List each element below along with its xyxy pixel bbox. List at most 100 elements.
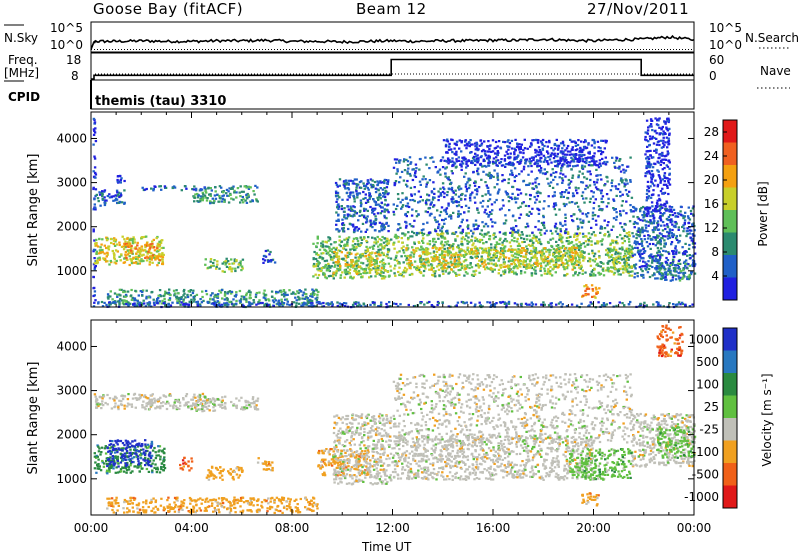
power-cell xyxy=(623,267,626,270)
power-cell xyxy=(421,247,424,250)
power-cell xyxy=(396,170,399,173)
power-cell xyxy=(651,274,654,277)
power-cell xyxy=(467,179,470,182)
power-cell xyxy=(514,219,517,222)
power-cell xyxy=(579,153,582,157)
power-cell xyxy=(230,197,233,200)
power-cell xyxy=(216,293,220,296)
power-cell xyxy=(669,262,672,265)
power-cell xyxy=(529,239,532,243)
power-cell xyxy=(424,210,427,213)
power-cell xyxy=(431,156,434,159)
power-cell xyxy=(611,248,614,252)
power-cell xyxy=(490,150,493,153)
power-cell xyxy=(346,215,350,218)
power-cell xyxy=(227,201,231,204)
power-cell xyxy=(406,160,410,163)
power-cell xyxy=(494,161,497,164)
power-cell xyxy=(214,295,217,298)
power-cell xyxy=(643,215,646,218)
power-cell xyxy=(94,242,97,245)
power-cell xyxy=(492,256,495,259)
power-cell xyxy=(491,270,494,273)
power-cell xyxy=(581,221,584,224)
power-cell xyxy=(109,290,112,293)
power-cell xyxy=(407,231,410,234)
power-cell xyxy=(239,260,242,263)
power-cell xyxy=(584,271,587,274)
power-cell xyxy=(352,196,356,199)
power-cell xyxy=(223,302,226,305)
power-cell xyxy=(567,240,570,243)
power-cell xyxy=(537,154,541,157)
power-cell xyxy=(472,250,476,253)
power-cell xyxy=(648,275,652,279)
power-cell xyxy=(137,254,141,257)
power-cell xyxy=(375,251,379,254)
power-cell xyxy=(609,270,612,273)
power-cell xyxy=(532,255,535,258)
power-cell xyxy=(467,236,470,239)
power-cell xyxy=(576,235,579,238)
power-cell xyxy=(472,171,475,174)
power-cell xyxy=(517,261,520,264)
power-cell xyxy=(593,214,597,217)
power-cell xyxy=(652,236,655,239)
power-cell xyxy=(470,250,473,253)
power-cell xyxy=(116,300,120,303)
power-cell xyxy=(240,190,244,193)
power-cell xyxy=(603,160,606,164)
power-cell xyxy=(528,182,531,185)
power-cell xyxy=(316,237,319,240)
power-cell xyxy=(526,222,529,225)
power-cell xyxy=(344,259,347,262)
power-cell xyxy=(95,262,99,265)
power-cell xyxy=(484,181,487,184)
power-cell xyxy=(120,245,124,248)
power-cell xyxy=(124,295,127,298)
power-cell xyxy=(518,216,521,220)
power-cell xyxy=(383,244,387,248)
power-cell xyxy=(125,258,129,261)
power-cell xyxy=(469,193,473,196)
power-cell xyxy=(430,191,434,194)
power-cell xyxy=(422,274,425,277)
power-cell xyxy=(156,242,160,245)
power-cell xyxy=(547,268,550,271)
power-cell xyxy=(92,143,95,146)
power-cell xyxy=(328,238,332,241)
power-cell xyxy=(660,224,663,227)
power-cell xyxy=(158,185,161,188)
power-cell xyxy=(428,179,432,182)
power-cell xyxy=(161,256,165,259)
power-cell xyxy=(562,144,566,147)
power-cell xyxy=(577,248,581,251)
power-cell xyxy=(336,206,339,209)
power-cell xyxy=(530,264,533,267)
power-cell xyxy=(663,212,666,215)
power-cell xyxy=(140,260,143,263)
power-cell xyxy=(564,213,567,216)
power-cell xyxy=(546,160,549,163)
power-cell xyxy=(390,238,393,241)
power-cell xyxy=(417,201,420,204)
power-cell xyxy=(544,257,547,261)
power-cell xyxy=(546,240,550,244)
power-cell xyxy=(539,140,543,143)
power-cell xyxy=(112,242,115,246)
power-cell xyxy=(131,296,134,299)
power-cell xyxy=(551,195,555,198)
power-cell xyxy=(144,246,147,249)
power-cell xyxy=(180,189,183,192)
power-cell xyxy=(156,246,159,249)
power-cell xyxy=(399,176,402,179)
power-cell xyxy=(607,270,611,273)
power-cell xyxy=(469,262,472,265)
power-cell xyxy=(669,272,672,275)
power-cell xyxy=(348,222,352,225)
power-cell xyxy=(365,241,369,244)
power-cell xyxy=(371,226,374,229)
power-cell xyxy=(467,177,470,180)
power-cell xyxy=(495,198,498,202)
power-cell xyxy=(554,265,558,268)
